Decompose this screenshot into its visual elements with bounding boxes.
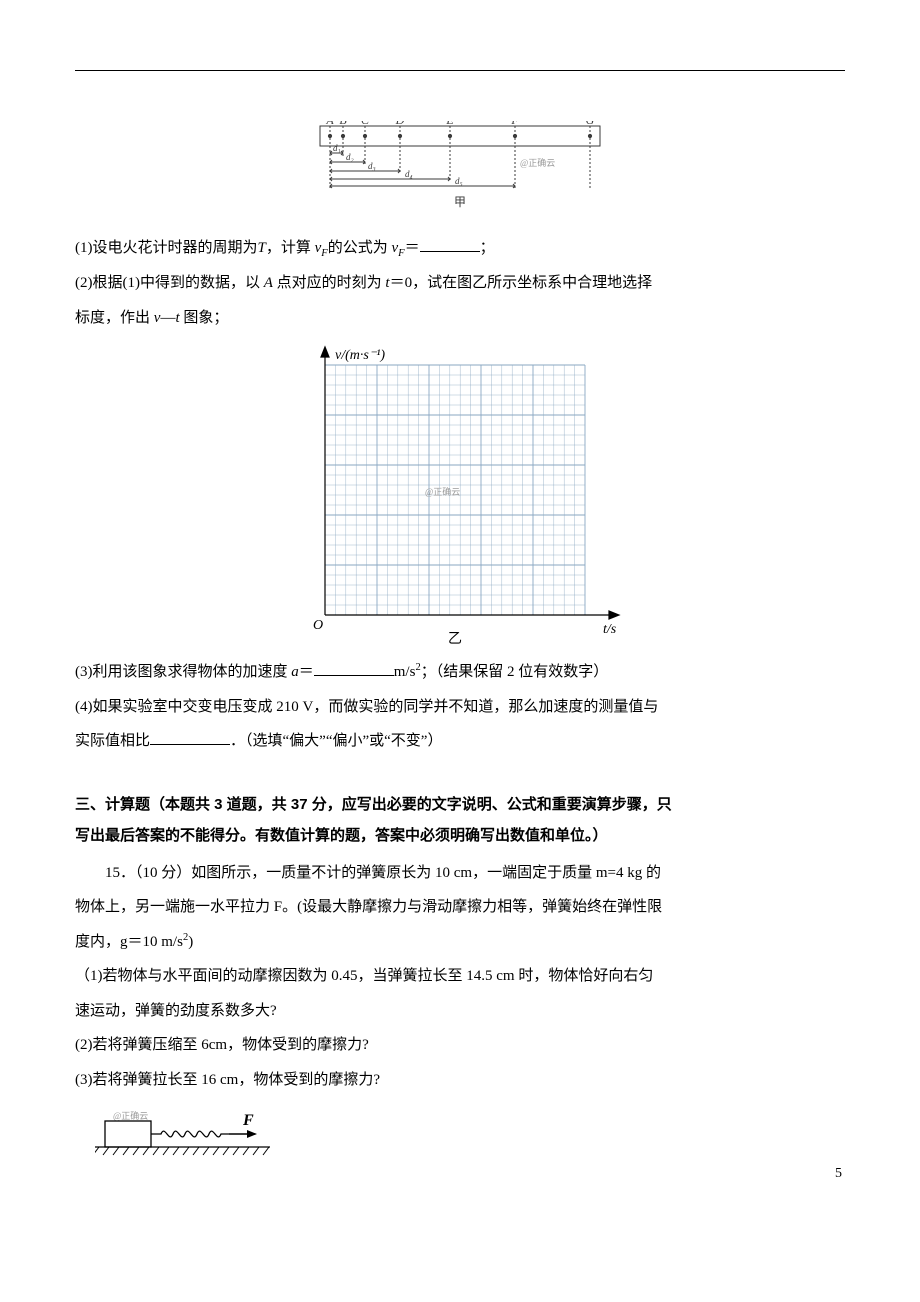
q15-s1b: 速运动，弹簧的劲度系数多大? bbox=[75, 994, 845, 1029]
question-4b: 实际值相比 ．（选填“偏大”“偏小”或“不变”） bbox=[75, 724, 845, 759]
q1-T: T bbox=[258, 240, 266, 256]
q2-a: (2)根据(1)中得到的数据，以 bbox=[75, 275, 264, 291]
fig1-label-A: A bbox=[325, 121, 334, 127]
question-2b: 标度，作出 v—t 图象； bbox=[75, 301, 845, 336]
q15-s1: （1)若物体与水平面间的动摩擦因数为 0.45，当弹簧拉长至 14.5 cm 时… bbox=[75, 959, 845, 994]
fig1-label-G: G bbox=[586, 121, 595, 127]
fig1-d5: d₅ bbox=[455, 176, 463, 186]
q15-s3: (3)若将弹簧拉长至 16 cm，物体受到的摩擦力? bbox=[75, 1063, 845, 1098]
fig1-watermark: @正确云 bbox=[520, 157, 555, 168]
q4-l2a: 实际值相比 bbox=[75, 733, 150, 749]
figure-tape: A B C D E F G d₁ d₂ d₃ d₄ d₅ @正确云 甲 bbox=[310, 121, 610, 211]
q1-mid1: ，计算 bbox=[266, 240, 315, 256]
fig2-ylabel: v/(m·s⁻¹) bbox=[335, 348, 385, 363]
question-2: (2)根据(1)中得到的数据，以 A 点对应的时刻为 t＝0，试在图乙所示坐标系… bbox=[75, 266, 845, 301]
fig1-label-C: C bbox=[361, 121, 370, 127]
fig3-watermark: @正确云 bbox=[113, 1110, 148, 1121]
q15-s2: (2)若将弹簧压缩至 6cm，物体受到的摩擦力? bbox=[75, 1028, 845, 1063]
q3-eq: ＝ bbox=[299, 664, 314, 680]
fig1-label-D: D bbox=[395, 121, 405, 127]
figure-spring: @正确云 F bbox=[95, 1107, 275, 1162]
q3-unit: m/s bbox=[394, 664, 416, 680]
q15-p2: 物体上，另一端施一水平拉力 F。(设最大静摩擦力与滑动摩擦力相等，弹簧始终在弹性… bbox=[75, 890, 845, 925]
fig1-d3: d₃ bbox=[368, 161, 376, 171]
q15-p3: 度内，g＝10 m/s2) bbox=[75, 925, 845, 960]
q4-l2b: ．（选填“偏大”“偏小”或“不变”） bbox=[230, 733, 442, 749]
q2-l2e: 图象； bbox=[180, 310, 229, 326]
q2-l2: 标度，作出 bbox=[75, 310, 154, 326]
q2-c: ＝0，试在图乙所示坐标系中合理地选择 bbox=[390, 275, 653, 291]
fig1-label-E: E bbox=[445, 121, 454, 127]
fig1-d2: d₂ bbox=[346, 152, 354, 162]
q1-suffix: ； bbox=[480, 240, 495, 256]
q4-blank bbox=[150, 729, 230, 745]
q4-l1: (4)如果实验室中交变电压变成 210 V，而做实验的同学并不知道，那么加速度的… bbox=[75, 699, 658, 715]
page-number: 5 bbox=[835, 1166, 842, 1182]
q15-p3b: ) bbox=[188, 934, 193, 950]
q15-p3a: 度内，g＝10 m/s bbox=[75, 934, 183, 950]
q15-p1: 15．（10 分）如图所示，一质量不计的弹簧原长为 10 cm，一端固定于质量 … bbox=[75, 856, 845, 891]
q2-A: A bbox=[264, 275, 273, 291]
fig1-d4: d₄ bbox=[405, 169, 413, 179]
question-4a: (4)如果实验室中交变电压变成 210 V，而做实验的同学并不知道，那么加速度的… bbox=[75, 690, 845, 725]
q3-var-a: a bbox=[291, 664, 299, 680]
question-3: (3)利用该图象求得物体的加速度 a＝m/s2；（结果保留 2 位有效数字） bbox=[75, 655, 845, 690]
section-l1: 三、计算题（本题共 3 道题，共 37 分，应写出必要的文字说明、公式和重要演算… bbox=[75, 796, 672, 813]
fig2-caption: 乙 bbox=[448, 631, 462, 645]
question-1: (1)设电火花计时器的周期为T，计算 vF的公式为 vF＝； bbox=[75, 231, 845, 266]
q1-prefix: (1)设电火花计时器的周期为 bbox=[75, 240, 258, 256]
fig3-F: F bbox=[242, 1112, 254, 1129]
section-l2: 写出最后答案的不能得分。有数值计算的题，答案中必须明确写出数值和单位。） bbox=[75, 827, 608, 844]
q2-b: 点对应的时刻为 bbox=[273, 275, 386, 291]
fig1-d1: d₁ bbox=[333, 143, 341, 153]
fig1-label-F: F bbox=[510, 121, 519, 127]
figure-grid: v/(m·s⁻¹) t/s O @正确云 乙 bbox=[295, 345, 625, 645]
q3-blank bbox=[314, 660, 394, 676]
fig2-xlabel: t/s bbox=[603, 622, 617, 637]
q3-a: (3)利用该图象求得物体的加速度 bbox=[75, 664, 291, 680]
q3-tail: ；（结果保留 2 位有效数字） bbox=[421, 664, 609, 680]
fig2-watermark: @正确云 bbox=[425, 486, 460, 497]
section-three-title: 三、计算题（本题共 3 道题，共 37 分，应写出必要的文字说明、公式和重要演算… bbox=[75, 789, 845, 852]
q1-mid2: 的公式为 bbox=[328, 240, 392, 256]
q1-blank bbox=[420, 236, 480, 252]
top-rule bbox=[75, 70, 845, 71]
fig2-origin: O bbox=[313, 618, 323, 633]
q2-dash: — bbox=[160, 310, 175, 326]
fig1-label-B: B bbox=[339, 121, 347, 127]
fig1-caption: 甲 bbox=[454, 195, 466, 209]
q1-eq: ＝ bbox=[405, 240, 420, 256]
